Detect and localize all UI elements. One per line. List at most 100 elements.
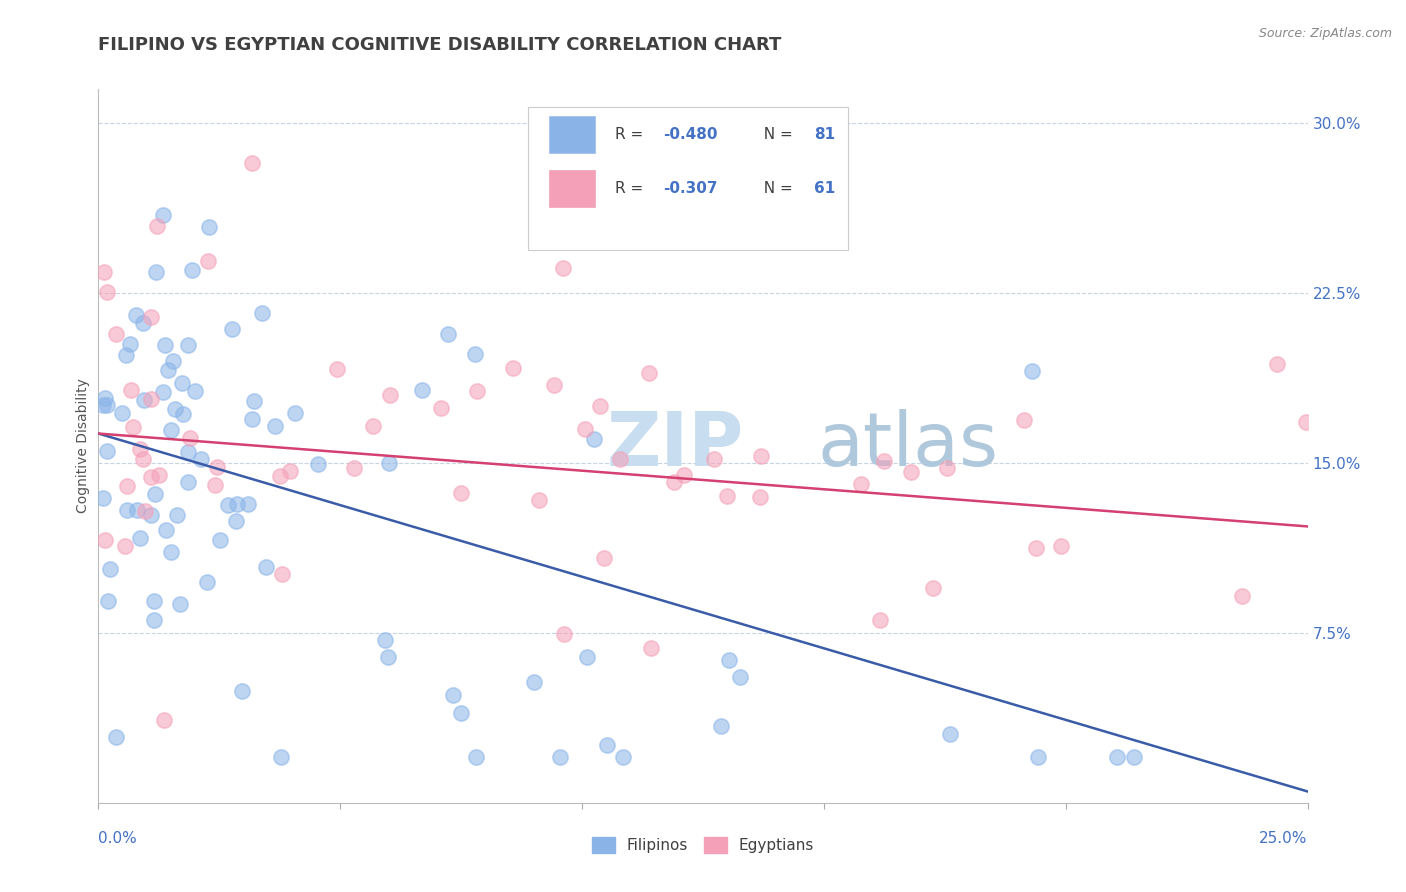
Text: 0.0%: 0.0% (98, 831, 138, 847)
Text: FILIPINO VS EGYPTIAN COGNITIVE DISABILITY CORRELATION CHART: FILIPINO VS EGYPTIAN COGNITIVE DISABILIT… (98, 36, 782, 54)
Point (1107, 750, 1129, 764)
Point (134, 503, 156, 517)
Point (179, 431, 201, 445)
Point (231, 684, 253, 698)
Point (125, 308, 148, 322)
Point (589, 399, 612, 413)
Point (160, 545, 183, 559)
Point (142, 594, 165, 608)
Text: 61: 61 (814, 181, 835, 196)
Point (437, 326, 460, 341)
Point (593, 550, 616, 565)
Point (280, 464, 302, 478)
Point (596, 738, 619, 752)
Point (250, 306, 273, 320)
Point (195, 575, 218, 590)
Point (236, 497, 259, 511)
Point (378, 456, 401, 470)
Point (553, 626, 575, 640)
Point (869, 613, 891, 627)
Point (132, 316, 155, 330)
Point (141, 310, 163, 324)
Point (172, 376, 194, 390)
Point (284, 406, 307, 420)
Point (662, 475, 685, 489)
Point (204, 478, 226, 492)
Point (160, 423, 183, 437)
Point (143, 486, 166, 500)
Point (226, 497, 249, 511)
Point (198, 220, 221, 235)
Point (146, 219, 169, 233)
Point (1050, 539, 1073, 553)
Point (240, 412, 263, 426)
Text: N =: N = (754, 181, 797, 196)
Point (120, 336, 142, 351)
Point (1267, 357, 1289, 371)
Point (94, 533, 117, 548)
Point (145, 265, 167, 279)
Point (269, 468, 291, 483)
Point (197, 253, 219, 268)
Text: R =: R = (614, 128, 648, 143)
Point (177, 337, 200, 351)
Point (128, 531, 150, 545)
Point (104, 730, 127, 744)
Point (749, 449, 772, 463)
Point (169, 598, 191, 612)
FancyBboxPatch shape (550, 116, 595, 153)
Text: N =: N = (754, 128, 797, 143)
Point (551, 260, 574, 275)
Point (98, 562, 121, 576)
Point (254, 559, 277, 574)
Point (936, 460, 959, 475)
Point (152, 714, 174, 728)
Point (96, 285, 118, 299)
Point (900, 465, 922, 479)
Point (132, 392, 155, 407)
Point (377, 650, 399, 665)
Point (172, 407, 194, 421)
Point (96, 398, 118, 412)
Point (543, 377, 565, 392)
Point (326, 362, 349, 376)
Point (464, 347, 486, 361)
Point (728, 670, 751, 684)
Point (1122, 750, 1144, 764)
Point (873, 454, 896, 468)
Point (139, 470, 162, 484)
Point (1025, 541, 1047, 555)
Point (132, 452, 155, 467)
Point (374, 633, 396, 648)
Point (243, 394, 266, 409)
Point (1026, 750, 1049, 764)
Point (121, 420, 143, 434)
Point (378, 387, 401, 401)
FancyBboxPatch shape (550, 169, 595, 207)
Point (343, 461, 366, 475)
Point (127, 502, 149, 516)
Point (717, 653, 740, 667)
Point (574, 422, 596, 436)
Point (922, 581, 945, 595)
Point (104, 327, 127, 342)
Point (221, 322, 243, 336)
Point (716, 489, 738, 503)
Point (264, 418, 287, 433)
Point (710, 719, 733, 733)
Point (115, 478, 138, 492)
Text: 25.0%: 25.0% (1260, 831, 1308, 847)
Point (162, 354, 184, 368)
Point (91, 491, 114, 506)
Point (270, 750, 292, 764)
Point (139, 508, 162, 523)
Point (177, 445, 200, 459)
Text: ZIP: ZIP (606, 409, 744, 483)
Point (637, 366, 659, 380)
Point (849, 476, 872, 491)
Point (143, 613, 166, 627)
Point (166, 508, 188, 522)
Point (152, 384, 174, 399)
Legend: Filipinos, Egyptians: Filipinos, Egyptians (586, 831, 820, 859)
Point (1232, 589, 1254, 603)
